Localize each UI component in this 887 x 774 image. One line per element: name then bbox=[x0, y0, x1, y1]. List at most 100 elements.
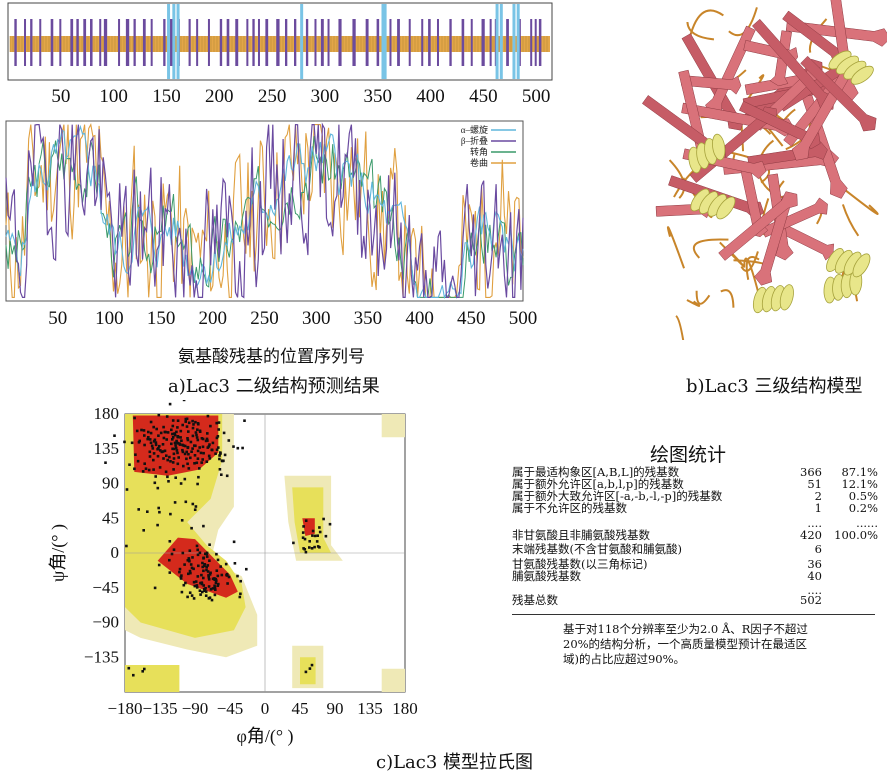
residue-point bbox=[168, 540, 172, 543]
residue-point bbox=[181, 450, 185, 454]
residue-point bbox=[146, 510, 149, 513]
stats-row-label: 甘氨酸残基数(以三角标记) bbox=[512, 557, 648, 571]
residue-point bbox=[141, 470, 145, 473]
residue-point bbox=[156, 454, 160, 458]
residue-point bbox=[198, 589, 202, 592]
helix-bar bbox=[300, 4, 304, 79]
residue-point bbox=[206, 432, 209, 435]
strand-bar bbox=[150, 19, 153, 66]
strand-bar bbox=[461, 19, 465, 66]
residue-point bbox=[195, 586, 199, 589]
residue-point bbox=[209, 424, 212, 428]
strand-bar bbox=[481, 19, 485, 66]
residue-point bbox=[183, 563, 186, 566]
alpha-helix-coil bbox=[716, 196, 736, 220]
residue-point bbox=[196, 457, 200, 460]
line-chart-tick-label: 500 bbox=[509, 308, 538, 329]
residue-point bbox=[176, 462, 180, 466]
panel-b-caption: b)Lac3 三级结构模型 bbox=[686, 376, 863, 397]
residue-point bbox=[213, 584, 216, 588]
rama-x-tick-label: 180 bbox=[392, 699, 418, 718]
residue-point bbox=[180, 439, 183, 442]
residue-point bbox=[215, 448, 219, 452]
residue-point bbox=[303, 537, 307, 541]
residue-point bbox=[223, 453, 227, 457]
residue-point bbox=[173, 441, 177, 445]
line-chart-tick-label: 150 bbox=[147, 308, 176, 329]
residue-point bbox=[208, 573, 212, 576]
stats-row-percent: ...... bbox=[856, 516, 878, 530]
residue-point bbox=[233, 562, 237, 565]
residue-point bbox=[207, 585, 211, 588]
stats-row-percent: 12.1% bbox=[841, 477, 878, 491]
strand-bar bbox=[14, 19, 17, 66]
strand-bar bbox=[534, 19, 537, 66]
helix-bar bbox=[495, 4, 499, 79]
residue-point bbox=[197, 564, 200, 568]
residue-point bbox=[154, 475, 157, 478]
residue-point bbox=[216, 584, 220, 587]
strand-bar bbox=[436, 19, 439, 66]
strand-bar bbox=[99, 19, 102, 66]
residue-point bbox=[213, 586, 217, 589]
rama-y-tick-label: −135 bbox=[84, 647, 119, 666]
residue-point bbox=[154, 443, 158, 447]
residue-point bbox=[179, 436, 182, 439]
stats-row-percent: 0.2% bbox=[848, 501, 878, 515]
residue-point bbox=[202, 556, 205, 560]
residue-point bbox=[152, 468, 155, 471]
residue-point bbox=[177, 456, 180, 459]
residue-point bbox=[245, 567, 248, 571]
rama-x-tick-label: 135 bbox=[357, 699, 383, 718]
generous-region-corner bbox=[381, 668, 405, 692]
strand-bar bbox=[142, 19, 146, 66]
line-chart-tick-label: 350 bbox=[354, 308, 383, 329]
helix-bar bbox=[381, 4, 385, 79]
residue-point bbox=[137, 441, 141, 444]
residue-point bbox=[219, 451, 222, 454]
residue-point bbox=[193, 584, 197, 588]
residue-point bbox=[174, 446, 178, 450]
strand-bar bbox=[470, 19, 473, 66]
residue-point bbox=[217, 446, 220, 449]
residue-point bbox=[180, 590, 184, 594]
residue-point bbox=[216, 558, 220, 562]
residue-point bbox=[304, 670, 308, 674]
residue-point bbox=[147, 436, 150, 439]
residue-point bbox=[236, 574, 239, 578]
stats-row-label: 脯氨酸残基数 bbox=[512, 569, 581, 583]
residue-point bbox=[171, 447, 174, 451]
rama-y-tick-label: 45 bbox=[102, 508, 119, 527]
residue-point bbox=[157, 446, 160, 450]
residue-point bbox=[149, 441, 153, 445]
residue-point bbox=[182, 583, 186, 587]
residue-point bbox=[172, 457, 176, 460]
residue-point bbox=[196, 482, 199, 486]
panel-a-caption: a)Lac3 二级结构预测结果 bbox=[168, 376, 380, 397]
stats-row-count: 6 bbox=[814, 542, 822, 556]
residue-point bbox=[201, 458, 204, 461]
residue-point bbox=[215, 569, 219, 572]
helix-bar bbox=[512, 4, 516, 79]
residue-point bbox=[149, 420, 153, 424]
residue-point bbox=[189, 563, 193, 566]
residue-point bbox=[190, 526, 193, 530]
bar-plot-tick-label: 300 bbox=[311, 86, 340, 107]
residue-point bbox=[198, 446, 201, 449]
residue-point bbox=[175, 439, 178, 443]
residue-point bbox=[153, 586, 157, 590]
residue-point bbox=[193, 462, 196, 465]
residue-point bbox=[165, 454, 168, 457]
residue-point bbox=[208, 443, 211, 446]
strand-bar bbox=[226, 19, 230, 66]
core-region-alpha bbox=[157, 537, 238, 598]
residue-point bbox=[153, 481, 157, 485]
residue-point bbox=[173, 433, 177, 437]
alpha-helix-coil bbox=[779, 284, 794, 311]
residue-point bbox=[191, 502, 195, 506]
strand-bar bbox=[125, 19, 130, 66]
residue-point bbox=[143, 462, 146, 465]
strand-bar bbox=[352, 19, 356, 66]
strand-bar bbox=[188, 19, 191, 66]
residue-point bbox=[187, 452, 190, 456]
